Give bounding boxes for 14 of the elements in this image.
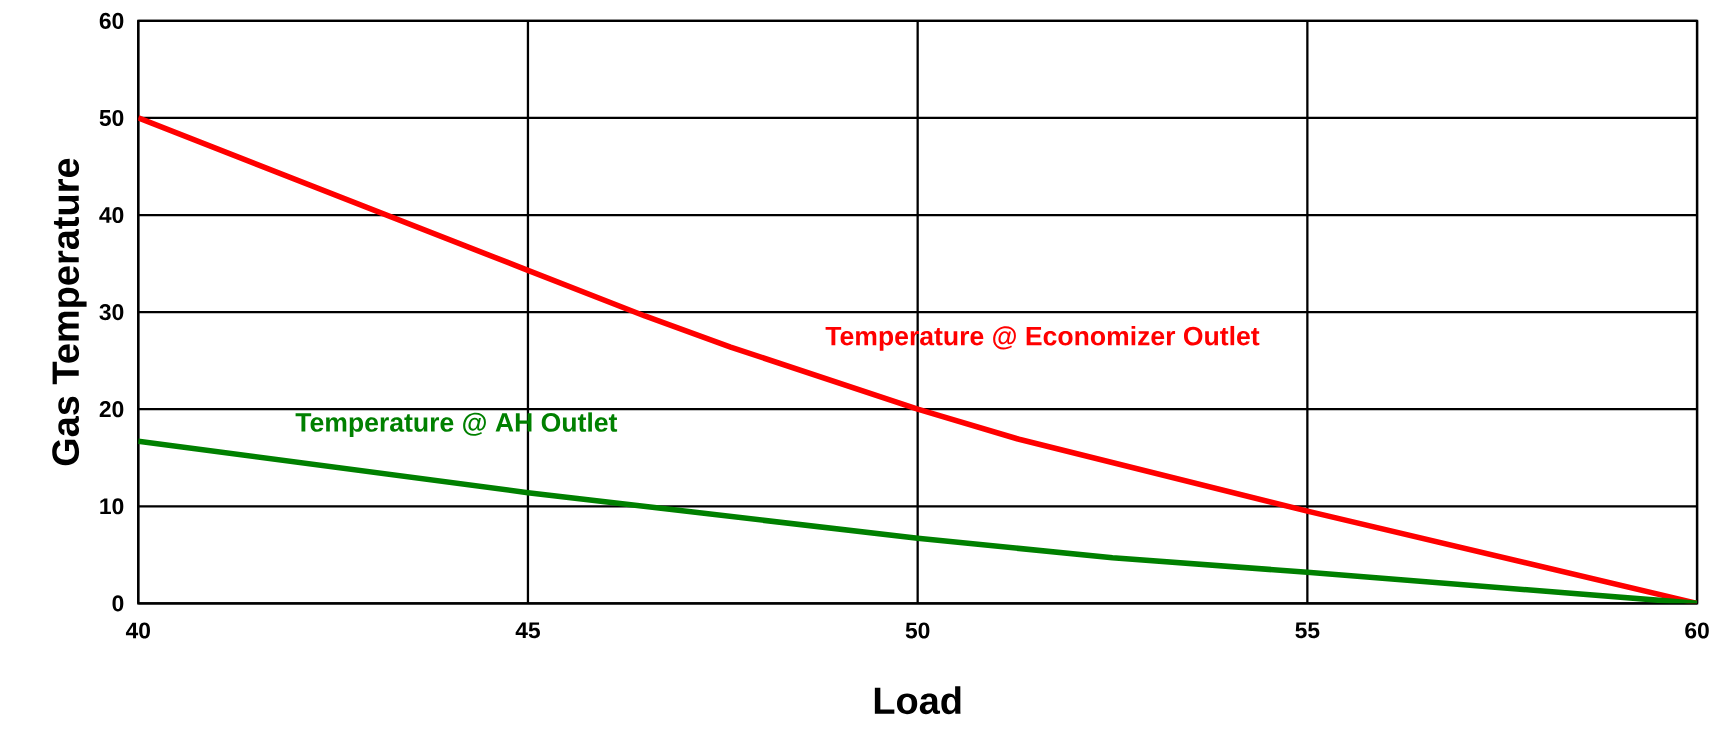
x-axis-title: Load — [874, 686, 961, 715]
y-tick-label: 10 — [100, 498, 124, 515]
x-tick-label: 55 — [1295, 622, 1320, 639]
y-tick-label: 50 — [99, 109, 124, 126]
x-tick-label: 45 — [515, 622, 540, 639]
x-tick-label: 50 — [905, 622, 930, 639]
y-axis-title: Gas Temperature — [52, 158, 87, 466]
y-tick-label: 60 — [99, 12, 124, 29]
y-tick-label: 40 — [99, 206, 124, 224]
y-tick-label: 0 — [112, 595, 124, 612]
x-tick-label: 40 — [125, 622, 150, 639]
y-tick-label: 20 — [99, 401, 124, 418]
y-tick-label: 30 — [99, 303, 124, 321]
x-tick-label: 60 — [1685, 622, 1709, 639]
